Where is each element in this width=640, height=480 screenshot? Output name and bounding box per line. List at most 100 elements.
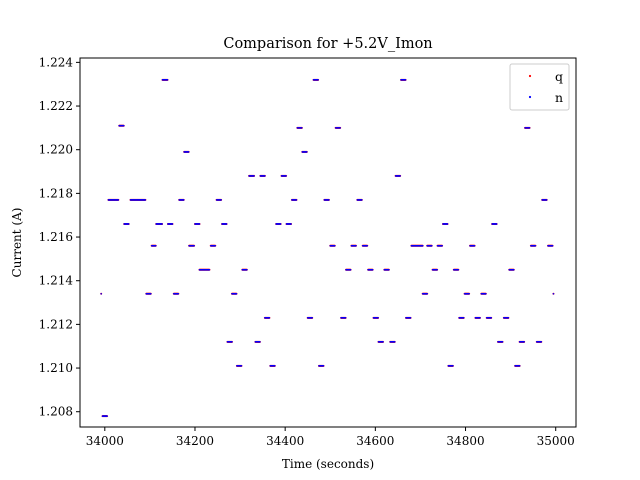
data-point	[117, 199, 120, 201]
y-tick-label: 1.214	[39, 274, 74, 288]
data-point	[479, 317, 481, 319]
data-point	[485, 293, 487, 295]
legend-marker	[528, 74, 532, 78]
data-point	[534, 244, 537, 247]
data-point	[349, 268, 352, 271]
data-point	[382, 341, 384, 343]
data-point	[528, 127, 531, 129]
data-point	[518, 365, 521, 367]
data-point	[388, 268, 390, 271]
data-point	[339, 127, 341, 129]
data-point	[240, 365, 243, 367]
x-tick-label: 34800	[446, 434, 484, 448]
data-point	[193, 244, 195, 247]
data-point	[306, 151, 308, 153]
data-point	[187, 151, 190, 153]
data-point	[264, 175, 266, 177]
data-point	[552, 293, 555, 295]
data-point	[144, 199, 147, 201]
data-point	[225, 223, 228, 225]
data-point	[122, 124, 125, 127]
x-tick-label: 34400	[266, 434, 304, 448]
legend-box	[509, 63, 570, 111]
data-point	[512, 268, 515, 271]
series-n	[100, 79, 555, 417]
y-tick-label: 1.224	[39, 55, 74, 69]
x-tick-label: 34600	[356, 434, 394, 448]
data-point	[198, 223, 201, 225]
data-point	[355, 244, 357, 247]
y-tick-label: 1.208	[39, 405, 73, 419]
data-point	[430, 244, 433, 247]
data-point	[495, 223, 498, 225]
data-point	[452, 365, 454, 367]
data-point	[441, 244, 443, 247]
y-tick-label: 1.222	[39, 99, 73, 113]
data-point	[208, 268, 211, 271]
data-point	[295, 199, 298, 201]
legend-label: q	[555, 69, 563, 84]
axes-frame	[79, 57, 577, 428]
data-point	[393, 341, 396, 343]
data-point	[161, 223, 163, 225]
x-tick-label: 35000	[537, 434, 575, 448]
data-point	[259, 341, 261, 343]
axis-ticks: 34000 34200 34400 34600 34800 35000 1.208 1.210…	[39, 55, 575, 448]
y-tick-label: 1.218	[39, 186, 73, 200]
y-tick-label: 1.210	[39, 361, 73, 375]
data-point	[457, 268, 460, 271]
data-point	[220, 199, 222, 201]
data-point	[127, 223, 130, 225]
data-point	[154, 244, 157, 247]
data-point	[106, 415, 108, 417]
data-point	[246, 268, 248, 271]
data-point	[468, 293, 470, 295]
data-point	[182, 199, 185, 201]
x-axis-label: Time (seconds)	[282, 457, 374, 471]
data-point	[446, 223, 449, 225]
data-point	[404, 79, 407, 81]
data-point	[426, 293, 429, 295]
data-point	[290, 223, 292, 225]
data-point	[377, 317, 379, 319]
data-points	[100, 78, 555, 418]
data-point	[311, 317, 314, 319]
x-tick-label: 34000	[86, 434, 124, 448]
data-point	[100, 293, 102, 295]
y-tick-label: 1.220	[39, 143, 73, 157]
data-point	[166, 79, 169, 81]
data-point	[285, 175, 287, 177]
legend: qn	[509, 63, 570, 111]
y-tick-label: 1.212	[39, 317, 73, 331]
data-point	[344, 317, 347, 319]
data-point	[273, 365, 276, 367]
data-point	[301, 127, 303, 129]
data-point	[279, 223, 282, 225]
data-point	[409, 317, 412, 319]
legend-label: n	[555, 90, 563, 105]
y-axis-label: Current (A)	[10, 208, 24, 278]
data-point	[235, 293, 238, 295]
data-point	[473, 244, 476, 247]
legend-marker	[528, 95, 532, 99]
data-point	[490, 317, 493, 319]
data-point	[268, 317, 271, 319]
data-point	[421, 244, 424, 247]
data-point	[436, 268, 438, 271]
data-point	[501, 341, 504, 343]
data-point	[149, 293, 152, 295]
data-point	[253, 175, 255, 177]
data-point	[523, 341, 525, 343]
data-point	[177, 293, 180, 295]
data-point	[322, 365, 325, 367]
data-point	[361, 199, 363, 201]
data-point	[231, 341, 233, 343]
chart-title: Comparison for +5.2V_Imon	[223, 36, 432, 52]
data-point	[214, 244, 217, 247]
x-tick-label: 34200	[176, 434, 214, 448]
data-point	[399, 175, 401, 177]
data-point	[545, 199, 548, 201]
data-point	[171, 223, 174, 225]
data-point	[333, 244, 336, 247]
data-point	[462, 317, 465, 319]
